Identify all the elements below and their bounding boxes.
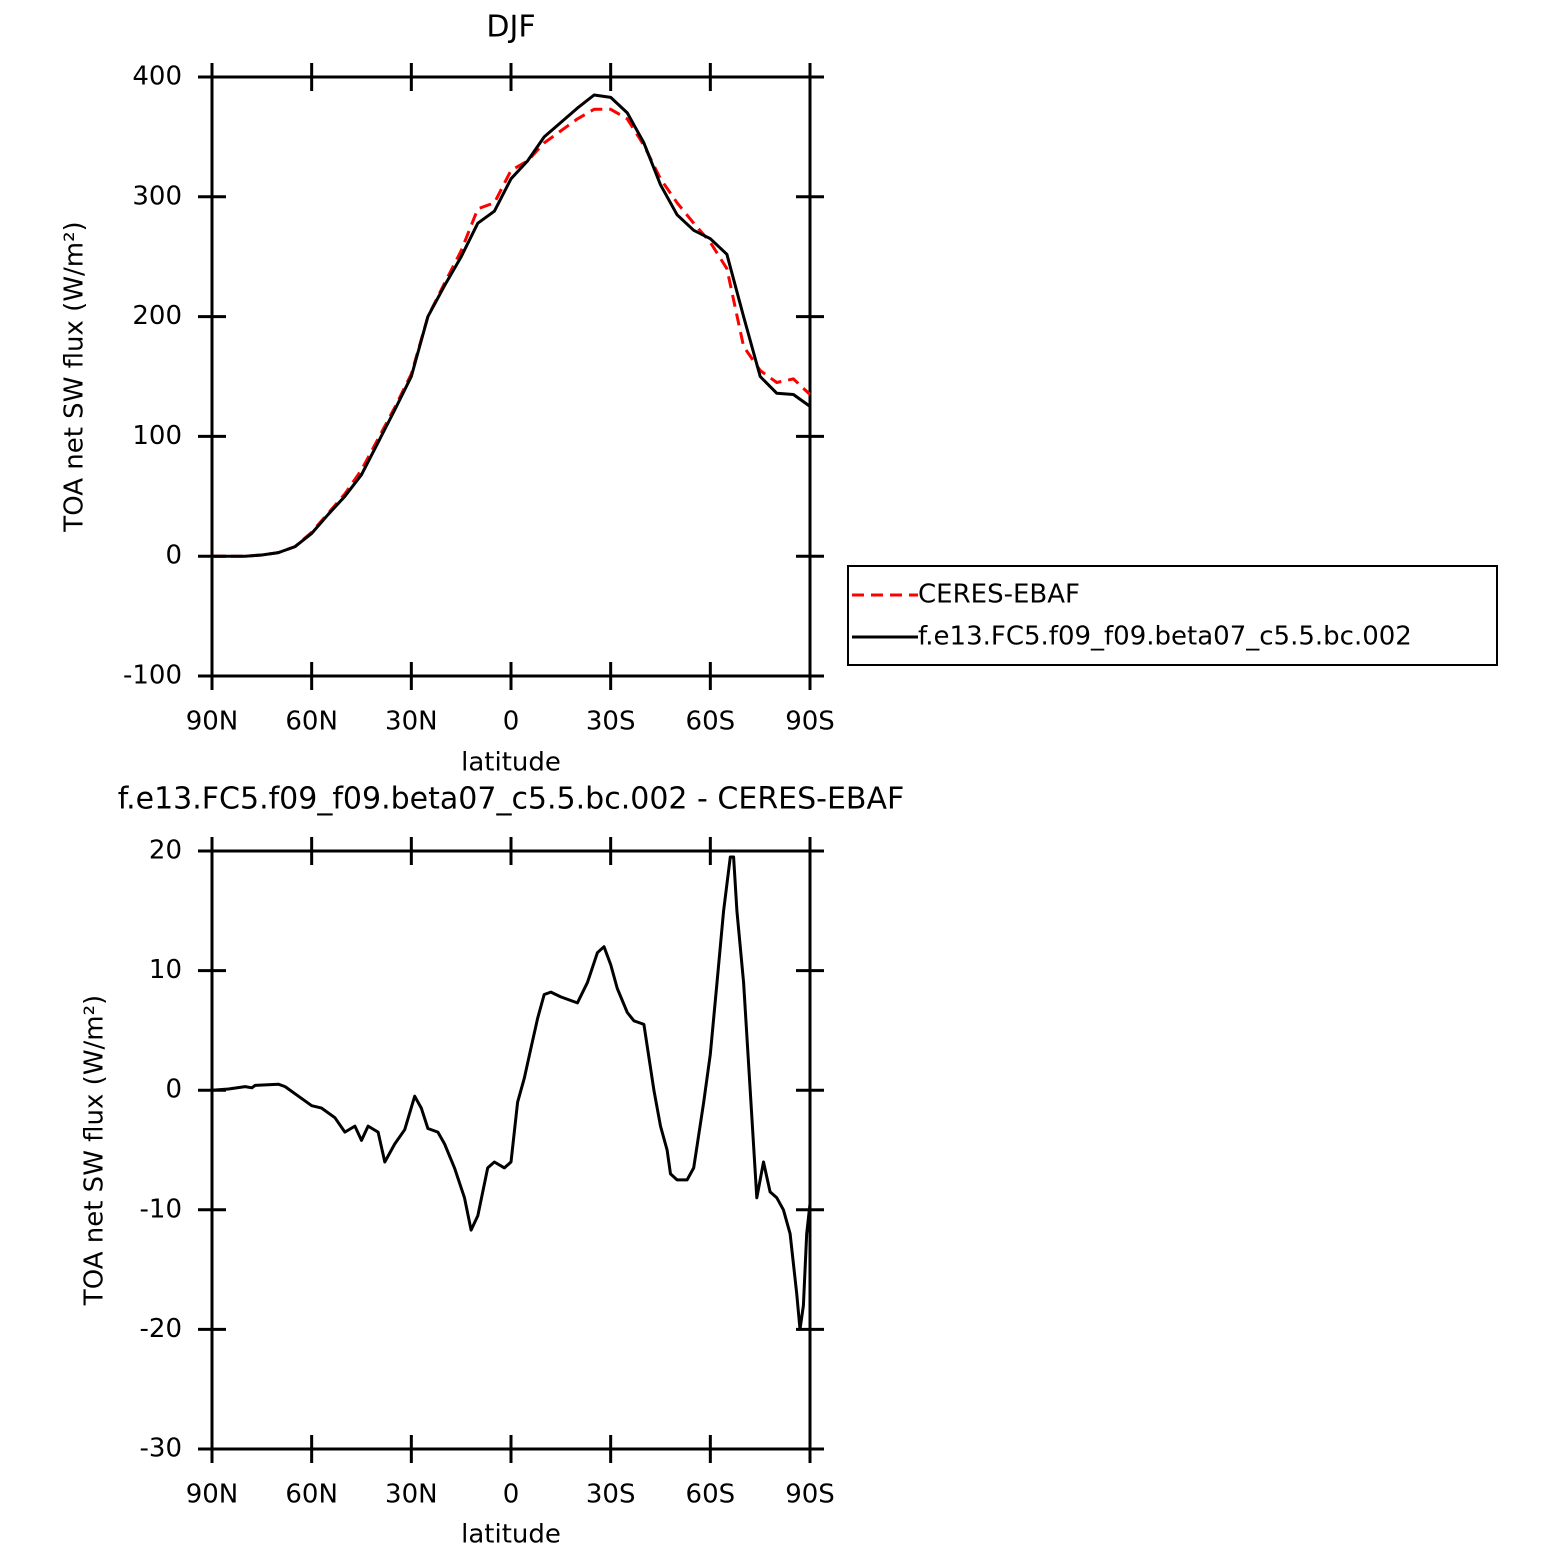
y-axis-label: TOA net SW flux (W/m²)	[80, 995, 110, 1306]
legend-label: f.e13.FC5.f09_f09.beta07_c5.5.bc.002	[918, 622, 1412, 652]
x-tick-label: 60N	[285, 707, 338, 737]
x-tick-label: 60S	[686, 707, 736, 737]
y-tick-label: -30	[140, 1434, 182, 1464]
x-tick-label: 90N	[186, 1480, 239, 1510]
y-tick-label: 20	[149, 836, 182, 866]
y-tick-label: 200	[132, 301, 182, 331]
chart-title: DJF	[486, 10, 535, 45]
data-line	[211, 855, 812, 1331]
y-tick-label: -100	[123, 661, 182, 691]
x-axis-label: latitude	[461, 1520, 561, 1550]
y-tick-label: -20	[140, 1314, 182, 1344]
legend-label: CERES-EBAF	[918, 580, 1080, 610]
y-tick-label: 400	[132, 62, 182, 92]
data-line	[212, 107, 812, 558]
y-tick-label: -10	[140, 1194, 182, 1224]
y-tick-label: 10	[149, 955, 182, 985]
x-tick-label: 60N	[285, 1480, 338, 1510]
x-tick-label: 30N	[385, 1480, 438, 1510]
x-tick-label: 0	[503, 707, 520, 737]
legend-box	[847, 565, 1498, 666]
y-axis-label: TOA net SW flux (W/m²)	[60, 221, 90, 532]
legend: CERES-EBAF f.e13.FC5.f09_f09.beta07_c5.5.…	[847, 565, 1498, 666]
plot-frame	[210, 75, 812, 678]
x-tick-label: 90N	[186, 707, 239, 737]
x-tick-label: 30N	[385, 707, 438, 737]
x-tick-label: 0	[503, 1480, 520, 1510]
x-tick-label: 90S	[785, 1480, 835, 1510]
x-axis-label: latitude	[461, 748, 561, 778]
x-tick-label: 60S	[686, 1480, 736, 1510]
y-tick-label: 100	[132, 421, 182, 451]
data-line	[212, 93, 811, 558]
y-tick-label: 300	[132, 181, 182, 211]
x-tick-label: 90S	[785, 707, 835, 737]
y-tick-label: 0	[165, 1075, 182, 1105]
x-tick-label: 30S	[586, 707, 636, 737]
y-tick-label: 0	[165, 541, 182, 571]
x-tick-label: 30S	[586, 1480, 636, 1510]
chart-title: f.e13.FC5.f09_f09.beta07_c5.5.bc.002 - C…	[118, 782, 905, 817]
